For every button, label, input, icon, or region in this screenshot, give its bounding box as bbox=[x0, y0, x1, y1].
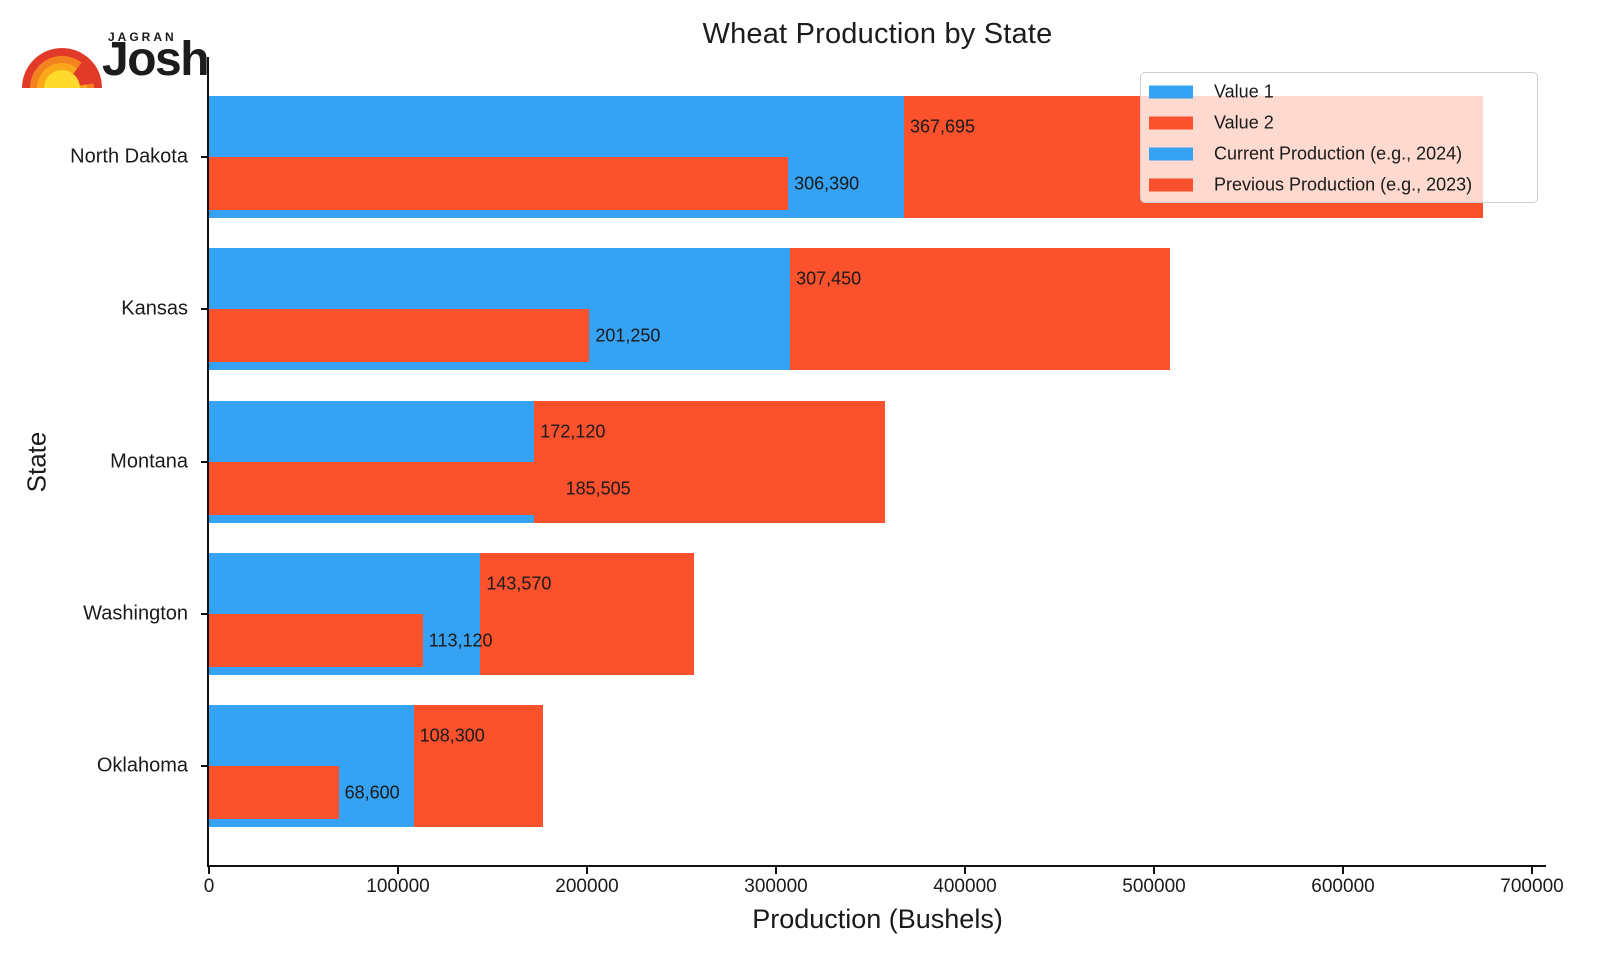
x-tick-label: 600000 bbox=[1311, 876, 1375, 897]
bar-previous-production-overlay bbox=[209, 461, 560, 515]
x-tick bbox=[964, 867, 966, 874]
brand-logo: JAGRAN Josh bbox=[20, 26, 230, 96]
y-tick bbox=[201, 612, 209, 615]
legend-label: Previous Production (e.g., 2023) bbox=[1214, 174, 1473, 195]
x-tick-label: 400000 bbox=[933, 876, 997, 897]
y-tick-label: Montana bbox=[110, 450, 188, 472]
value-label-previous: 201,250 bbox=[595, 325, 661, 346]
y-tick-label: Kansas bbox=[121, 297, 188, 320]
y-tick-label: Washington bbox=[83, 602, 188, 625]
y-tick bbox=[201, 460, 209, 463]
brand-josh-text: Josh bbox=[102, 33, 210, 86]
legend-item: Current Production (e.g., 2024) bbox=[1141, 141, 1537, 167]
x-tick-label: 100000 bbox=[366, 876, 430, 897]
legend-label: Value 1 bbox=[1214, 81, 1274, 102]
x-tick bbox=[586, 867, 588, 874]
bar-previous-production-stacked bbox=[480, 552, 695, 675]
value-label-previous: 68,600 bbox=[344, 782, 400, 803]
y-tick-label: Oklahoma bbox=[96, 754, 188, 777]
legend-swatch-orange bbox=[1149, 178, 1193, 192]
value-label-current: 172,120 bbox=[540, 421, 606, 441]
y-tick-label: North Dakota bbox=[70, 145, 188, 168]
legend-item: Value 2 bbox=[1141, 110, 1537, 136]
legend-label: Value 2 bbox=[1214, 112, 1274, 133]
bar-previous-production-overlay bbox=[209, 309, 590, 363]
x-tick-label: 500000 bbox=[1122, 876, 1186, 897]
x-axis-label: Production (Bushels) bbox=[752, 904, 1003, 934]
brand-sunrise-arc-icon bbox=[22, 48, 102, 88]
x-tick bbox=[1153, 867, 1155, 874]
bar-previous-production-overlay bbox=[209, 766, 339, 819]
bar-previous-production-overlay bbox=[209, 613, 423, 667]
brand-jagran-text: JAGRAN bbox=[108, 30, 177, 44]
legend-swatch-blue bbox=[1149, 85, 1193, 99]
value-label-previous: 185,505 bbox=[565, 478, 631, 498]
legend-item: Value 1 bbox=[1141, 79, 1537, 105]
x-tick bbox=[397, 867, 399, 874]
x-tick bbox=[208, 867, 210, 874]
x-tick bbox=[1342, 867, 1344, 874]
x-tick-label: 200000 bbox=[555, 876, 619, 897]
legend-swatch-orange bbox=[1149, 116, 1193, 130]
value-label-previous: 113,120 bbox=[428, 630, 493, 651]
bar-previous-production-overlay bbox=[209, 157, 789, 210]
value-label-current: 143,570 bbox=[486, 573, 552, 594]
y-tick bbox=[201, 156, 209, 158]
value-label-previous: 306,390 bbox=[794, 173, 860, 194]
legend-label: Current Production (e.g., 2024) bbox=[1214, 143, 1463, 164]
bar-previous-production-stacked bbox=[413, 705, 544, 827]
y-tick bbox=[201, 765, 209, 767]
x-tick bbox=[1531, 867, 1533, 874]
legend-item: Previous Production (e.g., 2023) bbox=[1141, 172, 1537, 198]
bar-previous-production-stacked bbox=[534, 400, 885, 523]
value-label-current: 307,450 bbox=[796, 268, 862, 289]
x-tick bbox=[775, 867, 777, 874]
legend-swatch-blue bbox=[1149, 147, 1193, 161]
value-label-current: 367,695 bbox=[909, 116, 976, 137]
chart-title: Wheat Production by State bbox=[702, 18, 1053, 50]
x-axis-spine bbox=[207, 865, 1546, 867]
y-tick bbox=[201, 308, 209, 311]
x-tick-label: 700000 bbox=[1500, 876, 1564, 897]
x-tick-label: 300000 bbox=[744, 876, 808, 897]
y-axis-spine bbox=[207, 57, 209, 867]
value-label-current: 108,300 bbox=[419, 725, 485, 746]
legend: Value 1 Value 2 Current Production (e.g., … bbox=[1140, 72, 1538, 203]
bar-previous-production-stacked bbox=[790, 248, 1171, 371]
x-tick-label: 0 bbox=[203, 876, 215, 897]
